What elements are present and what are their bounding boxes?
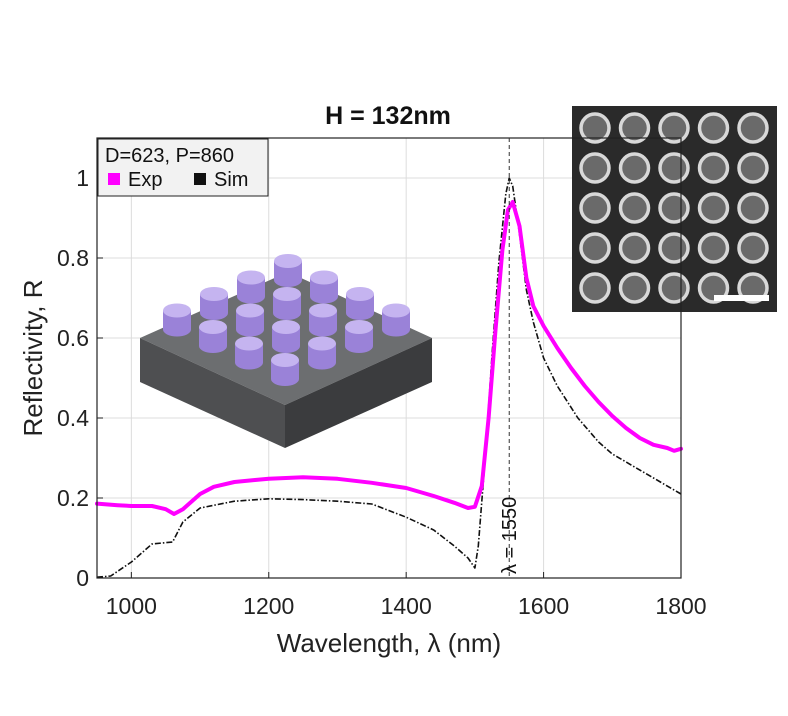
- sem-pillar: [697, 112, 730, 144]
- sem-pillar: [658, 152, 690, 184]
- sem-pillar: [697, 152, 730, 184]
- plot-series: [95, 177, 683, 578]
- sem-pillar: [618, 112, 651, 144]
- legend-exp-swatch: [108, 173, 120, 185]
- nanopillar: [382, 303, 410, 337]
- nanopillar: [346, 287, 374, 320]
- nanopillar: [345, 320, 373, 353]
- sem-pillar: [697, 192, 730, 224]
- nanopillar: [235, 336, 263, 370]
- nanopillar: [272, 320, 300, 353]
- sem-pillar: [737, 232, 769, 264]
- sem-pillar: [658, 112, 690, 144]
- x-tick-label: 1400: [381, 593, 432, 619]
- y-tick-label: 0.4: [57, 405, 89, 431]
- y-tick-label: 0.2: [57, 485, 89, 511]
- sem-pillar: [737, 152, 769, 184]
- nanopillar: [271, 353, 299, 386]
- legend-header: D=623, P=860: [105, 145, 234, 167]
- y-tick-label: 0.6: [57, 325, 89, 351]
- scale-bar: [714, 295, 769, 301]
- nanopillar: [199, 320, 227, 353]
- sem-pillar: [579, 112, 611, 144]
- sem-pillar: [618, 152, 651, 184]
- sem-pillar: [579, 152, 611, 184]
- x-tick-label: 1600: [518, 593, 569, 619]
- x-tick-label: 1000: [106, 593, 157, 619]
- y-axis-label: Reflectivity, R: [18, 280, 48, 437]
- nanopillar-array-illustration: [140, 254, 432, 448]
- nanopillar: [274, 254, 302, 287]
- nanopillar: [310, 270, 339, 304]
- sem-pillar: [579, 272, 611, 304]
- y-tick-label: 0.8: [57, 245, 89, 271]
- x-tick-label: 1200: [243, 593, 294, 619]
- sem-pillar: [618, 272, 651, 304]
- series-line-sim: [96, 177, 682, 578]
- resonance-annotation: λ = 1550: [499, 497, 521, 574]
- sem-pillar: [658, 272, 690, 304]
- x-axis-label: Wavelength, λ (nm): [277, 628, 501, 658]
- nanopillar: [200, 287, 228, 320]
- axis-tick-labels: 1000 1200 1400 1600 1800 0 0.2 0.4 0.6 0.8 1: [57, 165, 707, 619]
- x-tick-label: 1800: [655, 593, 706, 619]
- sem-pillar: [618, 192, 651, 224]
- sem-pillar: [658, 232, 690, 264]
- sem-pillar: [658, 192, 690, 224]
- sem-image-inset: [572, 106, 777, 312]
- legend: D=623, P=860 Exp Sim: [97, 138, 269, 197]
- nanopillar: [273, 287, 301, 320]
- nanopillar: [163, 303, 191, 337]
- sem-pillar: [737, 192, 769, 224]
- series-line-exp: [95, 200, 683, 516]
- nanopillar: [236, 303, 264, 337]
- nanopillar: [237, 270, 265, 304]
- legend-sim-label: Sim: [214, 169, 248, 191]
- legend-exp-label: Exp: [128, 169, 162, 191]
- y-tick-label: 1: [76, 165, 89, 191]
- nanopillar: [308, 336, 337, 370]
- legend-box: [97, 138, 269, 197]
- sem-pillar: [579, 232, 611, 264]
- y-tick-label: 0: [76, 565, 89, 591]
- sem-pillar: [618, 232, 651, 264]
- nanopillar: [309, 303, 338, 337]
- sem-pillar: [697, 232, 730, 264]
- sem-pillar: [737, 112, 769, 144]
- chart-title: H = 132nm: [325, 102, 451, 130]
- sem-pillar: [579, 192, 611, 224]
- plot-frame: [96, 137, 682, 579]
- legend-sim-swatch: [194, 173, 206, 185]
